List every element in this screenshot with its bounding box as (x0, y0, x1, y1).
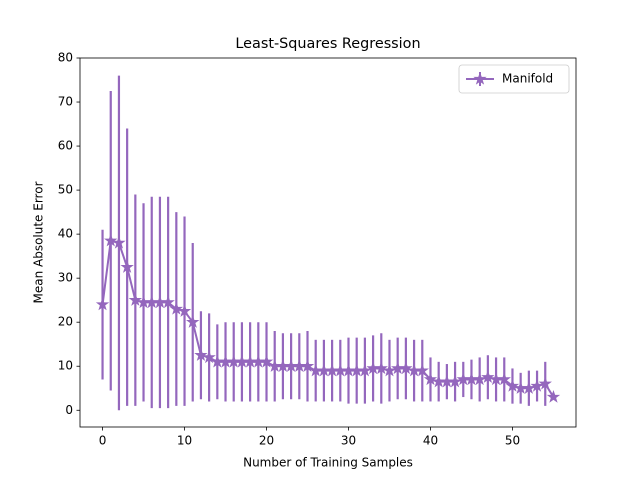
marker (448, 374, 462, 388)
x-tick-label: 40 (423, 434, 438, 448)
marker (112, 235, 126, 249)
marker (497, 372, 511, 386)
marker (161, 295, 175, 309)
marker (415, 363, 429, 377)
marker (358, 363, 372, 377)
marker (95, 297, 110, 311)
x-tick-label: 0 (99, 434, 107, 448)
marker (505, 379, 520, 392)
y-tick-label: 40 (58, 227, 73, 241)
y-tick-label: 80 (58, 51, 73, 65)
marker (472, 372, 487, 386)
marker (546, 390, 561, 403)
marker (423, 372, 438, 386)
marker (300, 359, 315, 372)
x-axis-label: Number of Training Samples (243, 456, 413, 470)
marker (374, 361, 388, 375)
marker (177, 304, 192, 317)
legend-box (458, 64, 570, 94)
marker (128, 293, 143, 306)
marker (481, 370, 495, 383)
y-tick-label: 0 (65, 403, 73, 417)
marker (259, 354, 274, 368)
marker (169, 301, 184, 315)
y-tick-label: 30 (58, 271, 73, 285)
marker (120, 260, 134, 273)
y-tick-label: 60 (58, 139, 73, 153)
x-tick-label: 50 (505, 434, 520, 448)
marker (522, 381, 536, 394)
x-tick-label: 30 (341, 434, 356, 448)
legend-label: Manifold (502, 72, 553, 86)
y-tick-label: 10 (58, 359, 73, 373)
y-tick-label: 20 (58, 315, 73, 329)
legend-marker (473, 71, 487, 85)
y-axis-label: Mean Absolute Error (32, 181, 46, 303)
x-tick-label: 20 (259, 434, 274, 448)
y-tick-label: 70 (58, 95, 73, 109)
marker (186, 315, 200, 328)
marker (530, 379, 544, 392)
axes-frame (79, 57, 577, 428)
chart-title: Least-Squares Regression (235, 36, 420, 52)
marker (538, 376, 552, 390)
marker (194, 348, 208, 361)
marker (382, 363, 397, 377)
marker (202, 350, 216, 364)
marker (399, 361, 413, 375)
x-tick-label: 10 (177, 434, 192, 448)
marker (104, 233, 118, 247)
y-tick-label: 50 (58, 183, 73, 197)
